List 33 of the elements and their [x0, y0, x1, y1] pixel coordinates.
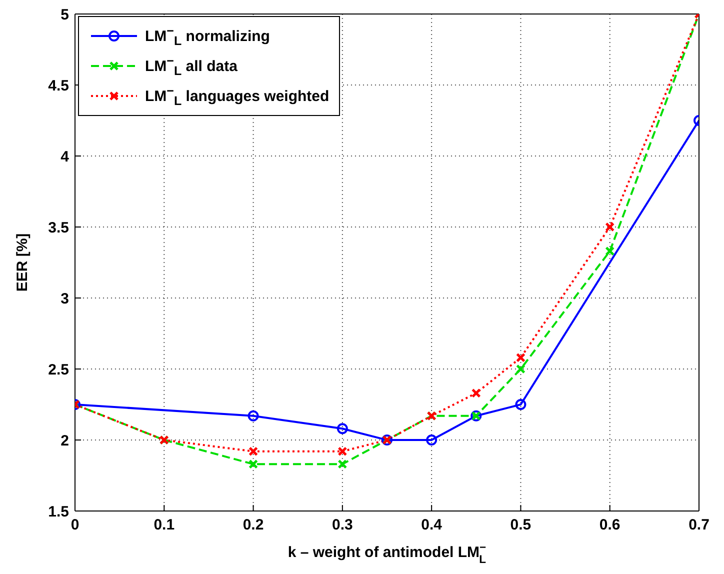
legend-label: LM$^{−}$$_{L}$ all data — [145, 54, 238, 78]
y-tick-label: 3.5 — [48, 219, 69, 236]
y-tick-label: 4.5 — [48, 77, 69, 94]
point — [338, 459, 348, 469]
x-tick-label: 0 — [70, 516, 80, 534]
y-tick-label: 4 — [60, 148, 70, 166]
y-tick-label: 3 — [60, 290, 69, 308]
y-tick-label: 5 — [60, 6, 69, 24]
point — [516, 352, 526, 362]
x-tick-label: 0.3 — [332, 516, 353, 534]
point — [336, 423, 348, 434]
x-tick-label: 0.6 — [599, 516, 620, 534]
y-tick-label: 1.5 — [48, 503, 69, 520]
legend-label: LM$^{−}$$_{L}$ languages weighted — [145, 84, 330, 108]
point — [516, 364, 526, 374]
y-tick-label: 2 — [60, 432, 69, 450]
x-tick-label: 0.7 — [688, 516, 710, 534]
point — [248, 410, 259, 422]
x-tick-label: 0.4 — [421, 516, 443, 534]
point — [605, 222, 615, 232]
x-tick-label: 0.2 — [242, 516, 264, 534]
point — [515, 399, 526, 410]
x-tick-label: 0.5 — [510, 516, 532, 534]
y-axis-title: EER [%] — [14, 233, 31, 292]
legend-label: LM$^{−}$$_{L}$ normalizing — [145, 24, 270, 48]
point — [605, 246, 615, 256]
point — [248, 446, 258, 456]
point — [248, 459, 258, 469]
y-tick-label: 2.5 — [48, 361, 69, 378]
x-tick-label: 0.1 — [154, 516, 175, 534]
point — [426, 434, 438, 446]
point — [471, 388, 481, 398]
point — [338, 446, 348, 456]
